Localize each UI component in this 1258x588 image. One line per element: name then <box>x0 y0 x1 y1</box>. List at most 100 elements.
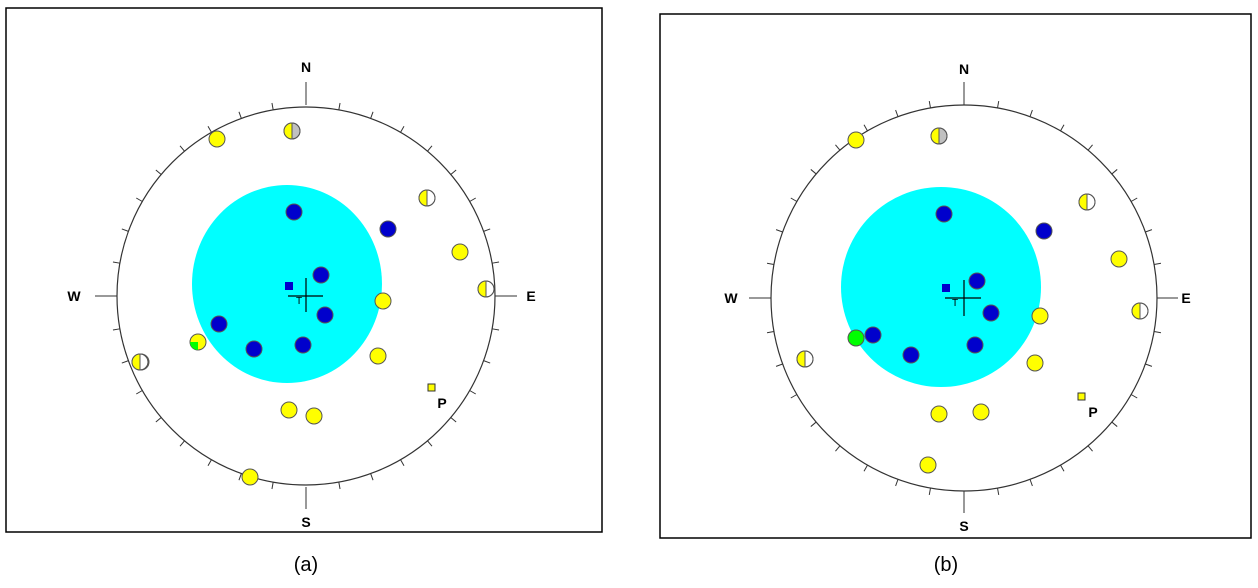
azimuth-tick <box>835 144 841 151</box>
blue-dot-icon <box>210 315 228 333</box>
half-circle-white-icon <box>477 280 495 298</box>
blue-dot-icon <box>294 336 312 354</box>
azimuth-tick <box>483 228 491 232</box>
label-p-axis: P <box>437 395 446 411</box>
half-circle-white-icon <box>1131 302 1149 320</box>
blue-dot-icon <box>316 306 334 324</box>
half-circle-white-icon <box>131 353 149 371</box>
yellow-dot-icon <box>1031 307 1049 325</box>
azimuth-tick <box>775 363 783 367</box>
blue-dot-icon <box>968 272 986 290</box>
azimuth-tick <box>863 464 868 472</box>
blue-dot-icon <box>312 266 330 284</box>
azimuth-tick <box>766 331 775 334</box>
p-axis-marker <box>1077 392 1086 401</box>
azimuth-tick <box>179 440 185 447</box>
caption-a: (a) <box>294 554 318 576</box>
label-east: E <box>526 288 535 304</box>
blue-dot-icon <box>902 346 920 364</box>
yellow-dot-icon <box>972 403 990 421</box>
half-circle-grey-icon <box>283 122 301 140</box>
azimuth-tick <box>450 417 457 423</box>
blue-dot-icon <box>935 205 953 223</box>
blue-dot-icon <box>379 220 397 238</box>
blue-dot-icon <box>245 340 263 358</box>
yellow-dot-icon <box>451 243 469 261</box>
axis-ticks <box>95 82 517 509</box>
azimuth-tick <box>469 390 476 395</box>
azimuth-tick <box>112 261 120 264</box>
blue-dot-icon <box>966 336 984 354</box>
label-east: E <box>1181 290 1190 306</box>
label-t-axis: T <box>296 296 302 307</box>
azimuth-tick <box>997 487 1000 496</box>
azimuth-tick <box>1029 109 1033 117</box>
azimuth-tick <box>775 229 783 233</box>
azimuth-tick <box>810 169 817 175</box>
azimuth-tick <box>895 109 899 117</box>
t-axis-marker <box>285 282 293 290</box>
half-circle-white-icon <box>418 189 436 207</box>
azimuth-tick <box>863 124 868 132</box>
yellow-dot-icon <box>847 131 865 149</box>
label-south: S <box>301 514 310 530</box>
panel-b: N S W E T P <box>659 13 1252 539</box>
azimuth-tick <box>928 100 931 109</box>
azimuth-tick <box>1145 229 1153 233</box>
azimuth-tick <box>450 169 457 175</box>
azimuth-tick <box>1029 479 1033 487</box>
label-west: W <box>724 290 738 306</box>
half-circle-white-icon <box>1078 193 1096 211</box>
azimuth-tick <box>136 197 143 202</box>
azimuth-tick <box>136 390 143 395</box>
azimuth-tick <box>370 111 374 119</box>
azimuth-tick <box>338 482 341 490</box>
azimuth-tick <box>1060 124 1065 132</box>
blue-dot-icon <box>864 326 882 344</box>
captions: (a) (b) <box>294 554 958 576</box>
azimuth-tick <box>155 169 162 175</box>
caption-b: (b) <box>934 554 958 576</box>
azimuth-tick <box>492 328 500 331</box>
label-north: N <box>301 59 311 75</box>
yellow-dot-icon <box>930 405 948 423</box>
azimuth-tick <box>1145 363 1153 367</box>
azimuth-ticks <box>112 102 500 490</box>
azimuth-tick <box>238 111 242 119</box>
azimuth-tick <box>895 479 899 487</box>
azimuth-tick <box>1130 197 1138 202</box>
center-crosshair <box>945 280 981 316</box>
yellow-dot-icon <box>374 292 392 310</box>
blue-dot-icon <box>1035 222 1053 240</box>
azimuth-tick <box>997 100 1000 109</box>
azimuth-tick <box>370 473 374 481</box>
yellow-dot-icon <box>1110 250 1128 268</box>
green-dot-icon <box>847 329 865 347</box>
label-west: W <box>67 288 81 304</box>
azimuth-tick <box>1111 421 1118 427</box>
azimuth-tick <box>207 459 212 466</box>
azimuth-tick <box>238 473 242 481</box>
azimuth-tick <box>790 394 798 399</box>
yellow-dot-icon <box>208 130 226 148</box>
yellow-dot-icon <box>305 407 323 425</box>
blue-dot-icon <box>285 203 303 221</box>
azimuth-tick <box>1087 445 1093 452</box>
blue-dot-icon <box>982 304 1000 322</box>
center-crosshair <box>288 278 323 312</box>
azimuth-tick <box>271 102 274 110</box>
label-south: S <box>959 518 968 534</box>
azimuth-tick <box>121 228 129 232</box>
axis-ticks <box>749 82 1178 513</box>
azimuth-ticks <box>766 100 1162 496</box>
azimuth-tick <box>207 126 212 133</box>
label-north: N <box>959 61 969 77</box>
label-p-axis: P <box>1088 404 1097 420</box>
azimuth-tick <box>492 261 500 264</box>
azimuth-tick <box>835 445 841 452</box>
azimuth-tick <box>1130 394 1138 399</box>
azimuth-tick <box>179 145 185 152</box>
polarity-symbols <box>796 127 1149 474</box>
azimuth-tick <box>121 360 129 364</box>
azimuth-tick <box>271 482 274 490</box>
